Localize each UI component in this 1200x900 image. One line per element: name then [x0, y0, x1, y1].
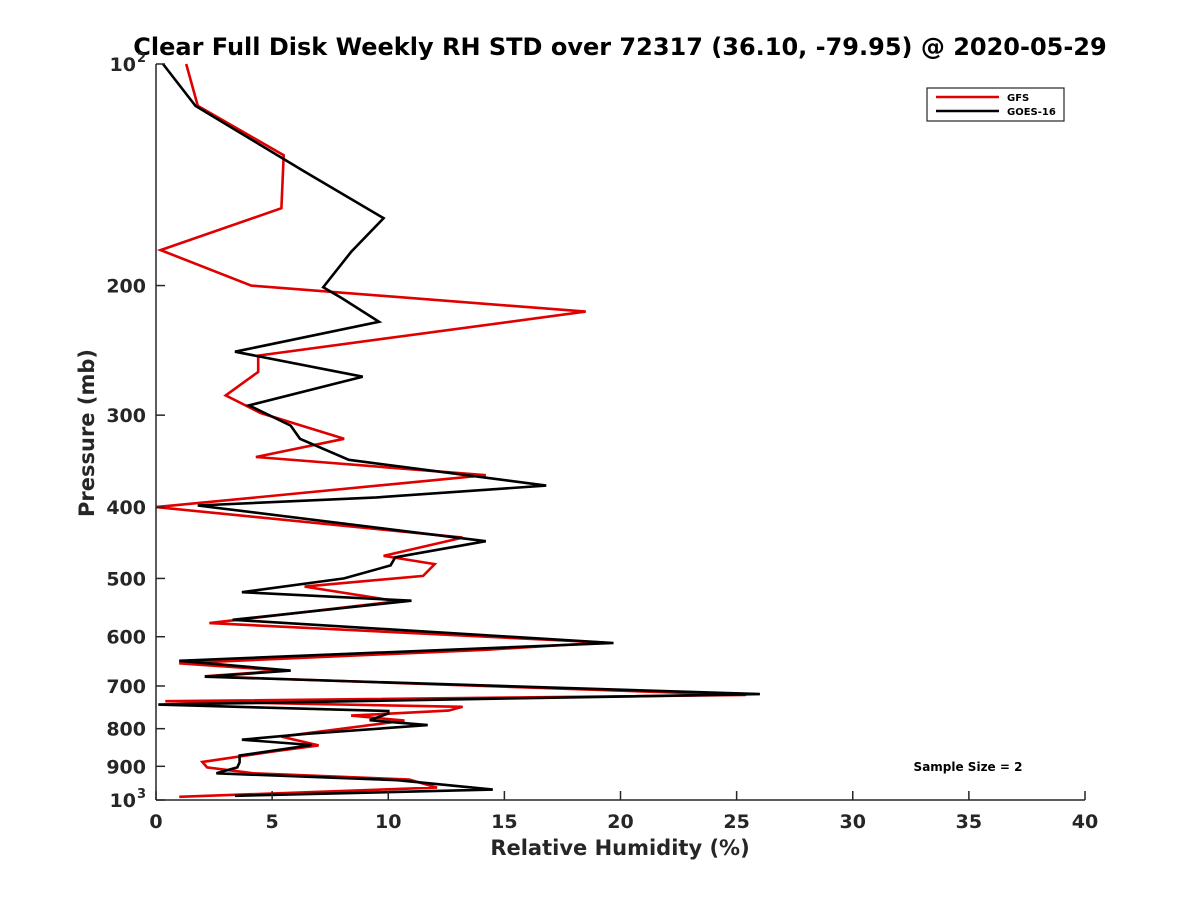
- x-tick-label: 10: [375, 811, 401, 833]
- y-axis-label: Pressure (mb): [75, 349, 99, 517]
- y-tick-label: 400: [106, 497, 146, 519]
- x-axis-label: Relative Humidity (%): [490, 836, 749, 860]
- x-tick-label: 30: [840, 811, 866, 833]
- legend-box: [926, 87, 1065, 122]
- legend: GFS GOES-16: [926, 87, 1065, 122]
- x-tick-label: 25: [723, 811, 749, 833]
- x-tick-label: 20: [607, 811, 633, 833]
- y-tick-exponent: 2: [137, 51, 146, 66]
- x-tick-label: 15: [491, 811, 517, 833]
- x-tick-label: 5: [266, 811, 279, 833]
- chart-title: Clear Full Disk Weekly RH STD over 72317…: [133, 33, 1106, 61]
- y-tick-exponent: 3: [137, 787, 146, 802]
- y-tick-label: 200: [106, 276, 146, 298]
- sample-size-annotation: Sample Size = 2: [914, 760, 1023, 774]
- y-tick-label: 300: [106, 405, 146, 427]
- series-line-goes-16: [158, 63, 760, 798]
- y-tick-label: 10: [110, 54, 136, 76]
- y-tick-label: 500: [106, 568, 146, 590]
- x-tick-label: 35: [956, 811, 982, 833]
- x-tick-label: 0: [149, 811, 162, 833]
- legend-label: GOES-16: [1007, 107, 1056, 118]
- y-tick-label: 900: [106, 756, 146, 778]
- y-tick-label: 10: [110, 790, 136, 812]
- legend-label: GFS: [1007, 93, 1029, 104]
- x-tick-label: 40: [1072, 811, 1098, 833]
- series-line-gfs: [155, 63, 746, 799]
- y-tick-label: 800: [106, 719, 146, 741]
- y-tick-label: 600: [106, 627, 146, 649]
- y-tick-label: 700: [106, 676, 146, 698]
